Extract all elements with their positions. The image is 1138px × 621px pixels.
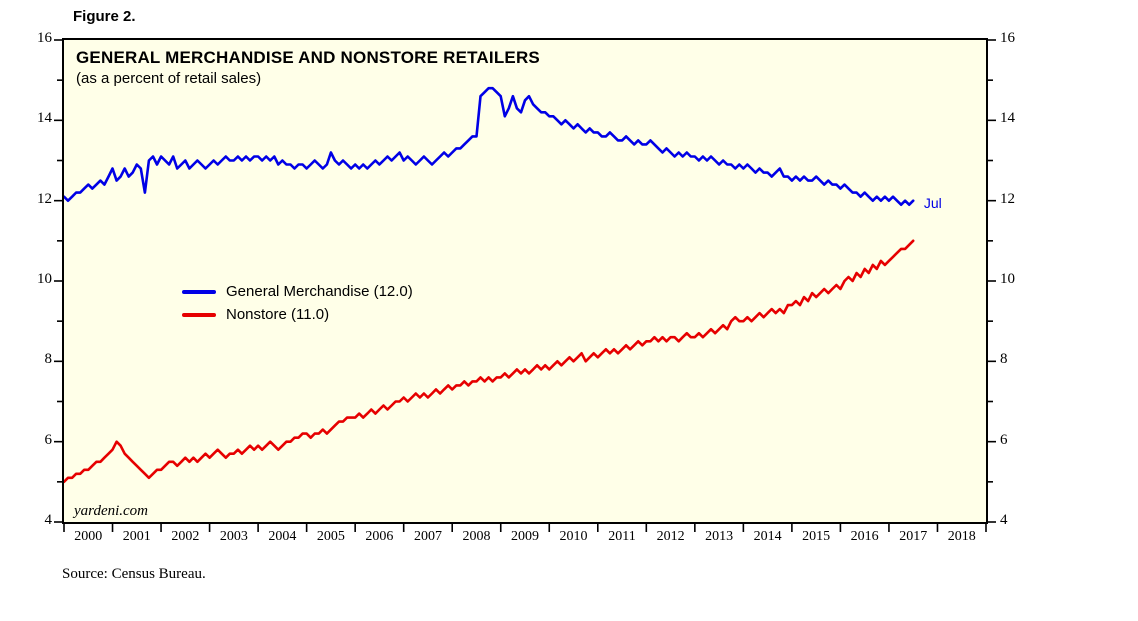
legend-label-nonstore: Nonstore (11.0)	[226, 306, 330, 323]
y-axis-label-right: 8	[1000, 351, 1008, 368]
y-axis-label-left: 4	[44, 512, 53, 528]
y-axis-label-right: 14	[1000, 110, 1015, 127]
y-axis-label-right: 4	[1000, 512, 1008, 528]
y-axis-label-right: 12	[1000, 190, 1015, 207]
legend-swatch-nonstore	[182, 312, 216, 317]
x-axis-year-label: 2014	[753, 529, 782, 544]
x-axis-year-label: 2006	[365, 529, 394, 544]
x-axis-year-label: 2017	[899, 529, 928, 544]
chart-canvas	[64, 86, 915, 484]
chart-subtitle: (as a percent of retail sales)	[76, 70, 262, 87]
y-axis-label-left: 6	[44, 431, 53, 448]
source-note: Source: Census Bureau.	[62, 566, 206, 582]
series-nonstore	[64, 239, 915, 484]
y-axis-label-left: 10	[37, 271, 52, 287]
y-axis-label-right: 6	[1000, 431, 1008, 448]
x-axis-year-label: 2007	[413, 529, 442, 544]
last-point-label: Jul	[923, 194, 942, 211]
x-axis-year-label: 2004	[268, 529, 297, 544]
legend-swatch-general-merchandise	[182, 289, 216, 294]
x-axis-year-label: 2009	[511, 529, 539, 544]
y-axis-label-right: 10	[1000, 271, 1015, 287]
legend-label-general-merchandise: General Merchandise (12.0)	[226, 283, 413, 300]
y-axis-label-left: 8	[44, 351, 53, 368]
x-axis-year-label: 2012	[656, 529, 685, 544]
x-axis-year-label: 2016	[850, 529, 879, 544]
legend-item-nonstore: Nonstore (11.0)	[182, 303, 413, 326]
x-axis-year-label: 2008	[462, 529, 491, 544]
y-axis-label-left: 16	[37, 30, 52, 46]
plot-area: GENERAL MERCHANDISE AND NONSTORE RETAILE…	[62, 38, 988, 524]
x-axis-year-label: 2002	[171, 529, 200, 544]
x-axis-year-label: 2001	[122, 529, 151, 544]
x-axis-year-label: 2000	[74, 529, 103, 544]
x-axis-year-label: 2018	[947, 529, 976, 544]
x-axis-year-label: 2003	[219, 529, 248, 544]
series-general-merchandise	[64, 86, 915, 206]
x-axis-year-label: 2005	[316, 529, 345, 544]
watermark: yardeni.com	[74, 503, 149, 519]
x-axis-year-label: 2013	[705, 529, 734, 544]
chart-title: GENERAL MERCHANDISE AND NONSTORE RETAILE…	[76, 48, 540, 67]
legend: General Merchandise (12.0) Nonstore (11.…	[182, 280, 413, 326]
y-axis-label-left: 12	[37, 190, 52, 207]
x-axis-year-label: 2011	[608, 529, 636, 544]
y-axis-label-right: 16	[1000, 30, 1015, 46]
y-axis-label-left: 14	[37, 110, 52, 127]
figure-label: Figure 2.	[73, 8, 136, 25]
legend-item-general-merchandise: General Merchandise (12.0)	[182, 280, 413, 303]
x-axis-year-label: 2015	[802, 529, 831, 544]
x-axis-year-label: 2010	[559, 529, 588, 544]
